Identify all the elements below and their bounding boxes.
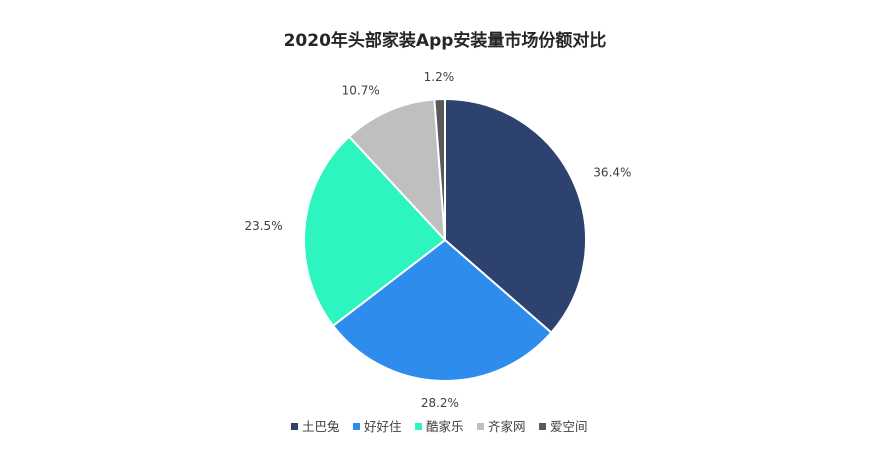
legend-swatch-5	[539, 423, 546, 430]
legend-label-2: 好好住	[364, 419, 402, 434]
chart-title: 2020年头部家装App安装量市场份额对比	[284, 30, 607, 51]
slice-label-4: 10.7%	[342, 84, 380, 98]
pie-slice-5	[433, 97, 446, 241]
pie-slice-4	[348, 98, 446, 241]
legend-swatch-3	[415, 423, 422, 430]
legend-swatch-4	[477, 423, 484, 430]
legend-swatch-2	[353, 423, 360, 430]
legend-swatch-1	[291, 423, 298, 430]
legend-label-4: 齐家网	[488, 419, 526, 434]
pie-slice-3	[303, 135, 446, 327]
slice-label-2: 28.2%	[421, 396, 459, 410]
slice-label-3: 23.5%	[244, 219, 282, 233]
legend-label-3: 酷家乐	[426, 419, 464, 434]
slice-label-1: 36.4%	[593, 166, 631, 180]
slice-label-5: 1.2%	[424, 70, 455, 84]
pie-slice-1	[444, 98, 587, 334]
slice-labels: 36.4% 28.2% 23.5% 10.7% 1.2%	[244, 70, 631, 410]
pie-slices	[303, 97, 587, 382]
legend-label-1: 土巴兔	[302, 419, 340, 434]
legend: 土巴兔 好好住 酷家乐 齐家网 爱空间	[291, 419, 588, 434]
pie-slice-2	[332, 239, 553, 382]
legend-label-5: 爱空间	[550, 419, 588, 434]
